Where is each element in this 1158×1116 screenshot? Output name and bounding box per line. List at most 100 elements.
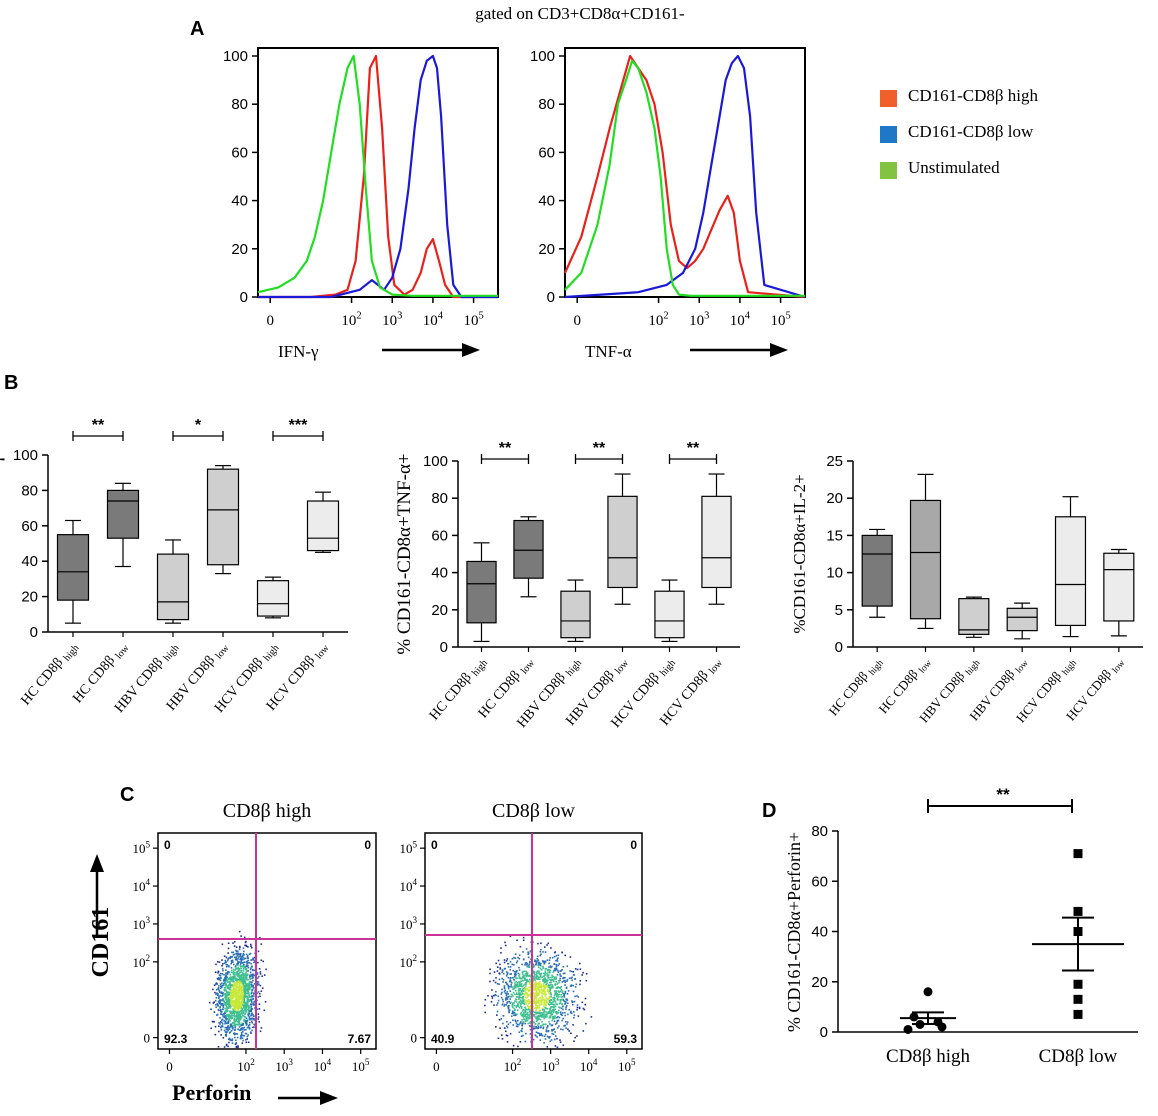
event-dot [556, 992, 558, 995]
event-dot [506, 1021, 508, 1023]
event-dot [524, 973, 527, 975]
event-dot [228, 980, 231, 983]
event-dot [253, 1019, 256, 1021]
event-dot [526, 1016, 528, 1018]
event-dot [513, 973, 516, 975]
event-dot [246, 962, 248, 965]
event-dot [527, 994, 529, 996]
event-dot [496, 983, 499, 985]
C1-x-arrow-head [320, 1091, 338, 1105]
event-dot [535, 1004, 537, 1006]
event-dot [241, 995, 244, 998]
event-dot [535, 982, 538, 985]
event-dot [557, 964, 560, 967]
event-dot [228, 1037, 231, 1040]
event-dot [548, 970, 551, 972]
event-dot [523, 992, 525, 995]
event-dot [564, 1002, 567, 1005]
event-dot [573, 1011, 575, 1013]
event-dot [220, 1010, 222, 1013]
event-dot [224, 984, 227, 987]
event-dot [542, 978, 545, 981]
event-dot [241, 1042, 244, 1044]
event-dot [251, 975, 254, 978]
event-dot [233, 1019, 235, 1022]
event-dot [522, 951, 524, 953]
event-dot [237, 1017, 240, 1020]
event-dot [250, 1001, 253, 1003]
event-dot [234, 1003, 236, 1006]
event-dot [561, 981, 564, 983]
event-dot [581, 1001, 584, 1004]
event-dot [240, 1035, 242, 1037]
event-dot [238, 1004, 240, 1006]
event-dot [538, 1018, 541, 1020]
event-dot [233, 984, 236, 987]
event-dot [562, 1005, 564, 1008]
event-dot [229, 977, 231, 979]
event-dot [231, 969, 233, 972]
event-dot [234, 996, 237, 999]
event-dot [542, 975, 544, 978]
event-dot [253, 992, 255, 994]
event-dot [515, 961, 518, 964]
event-dot [495, 990, 497, 993]
event-dot [213, 1011, 216, 1013]
event-dot [230, 1024, 233, 1027]
event-dot [533, 1027, 535, 1030]
event-dot [235, 967, 237, 969]
event-dot [503, 986, 506, 989]
event-dot [537, 942, 539, 945]
event-dot [545, 972, 547, 975]
legend-label-unstim: Unstimulated [908, 158, 1000, 177]
event-dot [519, 945, 522, 948]
event-dot [502, 1015, 505, 1017]
event-dot [245, 964, 248, 967]
event-dot [240, 990, 243, 993]
event-dot [518, 975, 520, 977]
A1-series-low [258, 54, 498, 299]
event-dot [547, 979, 549, 981]
event-dot [241, 984, 244, 987]
event-dot [221, 959, 223, 961]
event-dot [236, 1023, 238, 1026]
B1-y-tick-label: 100 [13, 447, 38, 464]
event-dot [229, 974, 232, 976]
C2-quadrant-lr: 59.3 [614, 1032, 638, 1046]
event-dot [542, 998, 545, 1001]
event-dot [552, 1006, 554, 1008]
event-dot [242, 983, 245, 985]
event-dot [235, 965, 237, 967]
event-dot [515, 998, 518, 1001]
event-dot [242, 956, 244, 959]
event-dot [513, 1007, 516, 1010]
event-dot [541, 1014, 543, 1017]
event-dot [549, 1008, 551, 1011]
event-dot [233, 1013, 236, 1016]
event-dot [544, 991, 547, 993]
event-dot [550, 1012, 553, 1014]
event-dot [536, 989, 539, 991]
event-dot [258, 1021, 260, 1023]
event-dot [214, 1025, 217, 1028]
event-dot [517, 972, 520, 975]
event-dot [224, 1020, 227, 1023]
event-dot [258, 1003, 261, 1005]
event-dot [561, 951, 563, 954]
event-dot [556, 1003, 559, 1006]
event-dot [506, 997, 508, 1000]
event-dot [501, 988, 503, 991]
A1-arrow-head [462, 343, 480, 357]
event-dot [226, 1021, 229, 1024]
B3-y-axis-label: %CD161-CD8α+IL-2+ [790, 474, 809, 633]
event-dot [228, 999, 230, 1002]
event-dot [493, 1004, 495, 1006]
event-dot [228, 957, 231, 959]
event-dot [559, 977, 561, 980]
event-dot [247, 1013, 249, 1015]
event-dot [222, 994, 224, 997]
event-dot [549, 999, 551, 1002]
event-dot [240, 1031, 243, 1034]
event-dot [549, 978, 551, 981]
event-dot [227, 999, 229, 1001]
